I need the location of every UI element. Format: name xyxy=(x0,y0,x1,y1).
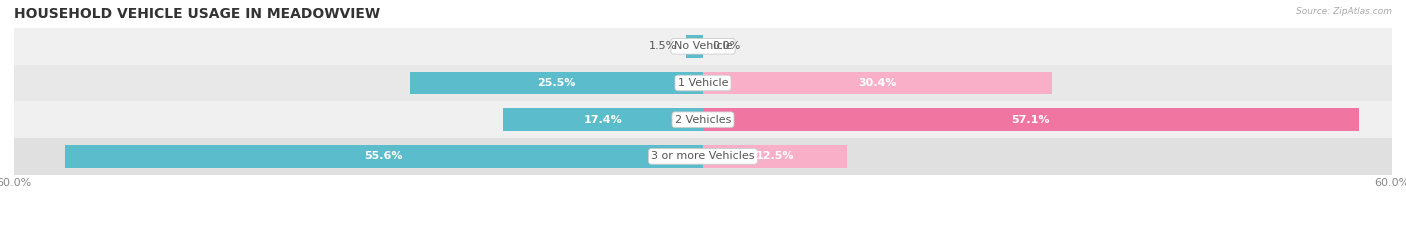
Bar xyxy=(14,101,1392,138)
Bar xyxy=(703,108,1358,131)
Text: 2 Vehicles: 2 Vehicles xyxy=(675,115,731,125)
Text: No Vehicle: No Vehicle xyxy=(673,41,733,51)
Text: HOUSEHOLD VEHICLE USAGE IN MEADOWVIEW: HOUSEHOLD VEHICLE USAGE IN MEADOWVIEW xyxy=(14,7,380,21)
Text: 25.5%: 25.5% xyxy=(537,78,576,88)
Bar xyxy=(703,145,846,168)
Text: 3 or more Vehicles: 3 or more Vehicles xyxy=(651,151,755,161)
Text: 55.6%: 55.6% xyxy=(364,151,404,161)
Legend: Owner-occupied, Renter-occupied: Owner-occupied, Renter-occupied xyxy=(582,231,824,233)
Text: 1 Vehicle: 1 Vehicle xyxy=(678,78,728,88)
Bar xyxy=(686,35,703,58)
Text: 30.4%: 30.4% xyxy=(858,78,897,88)
Text: 57.1%: 57.1% xyxy=(1011,115,1050,125)
Bar xyxy=(503,108,703,131)
Bar xyxy=(411,72,703,94)
Bar xyxy=(703,72,1052,94)
Bar xyxy=(65,145,703,168)
Text: 1.5%: 1.5% xyxy=(648,41,676,51)
Text: 12.5%: 12.5% xyxy=(755,151,794,161)
Text: Source: ZipAtlas.com: Source: ZipAtlas.com xyxy=(1296,7,1392,16)
Bar xyxy=(14,65,1392,101)
Bar xyxy=(14,28,1392,65)
Text: 0.0%: 0.0% xyxy=(713,41,741,51)
Bar xyxy=(14,138,1392,175)
Text: 17.4%: 17.4% xyxy=(583,115,623,125)
